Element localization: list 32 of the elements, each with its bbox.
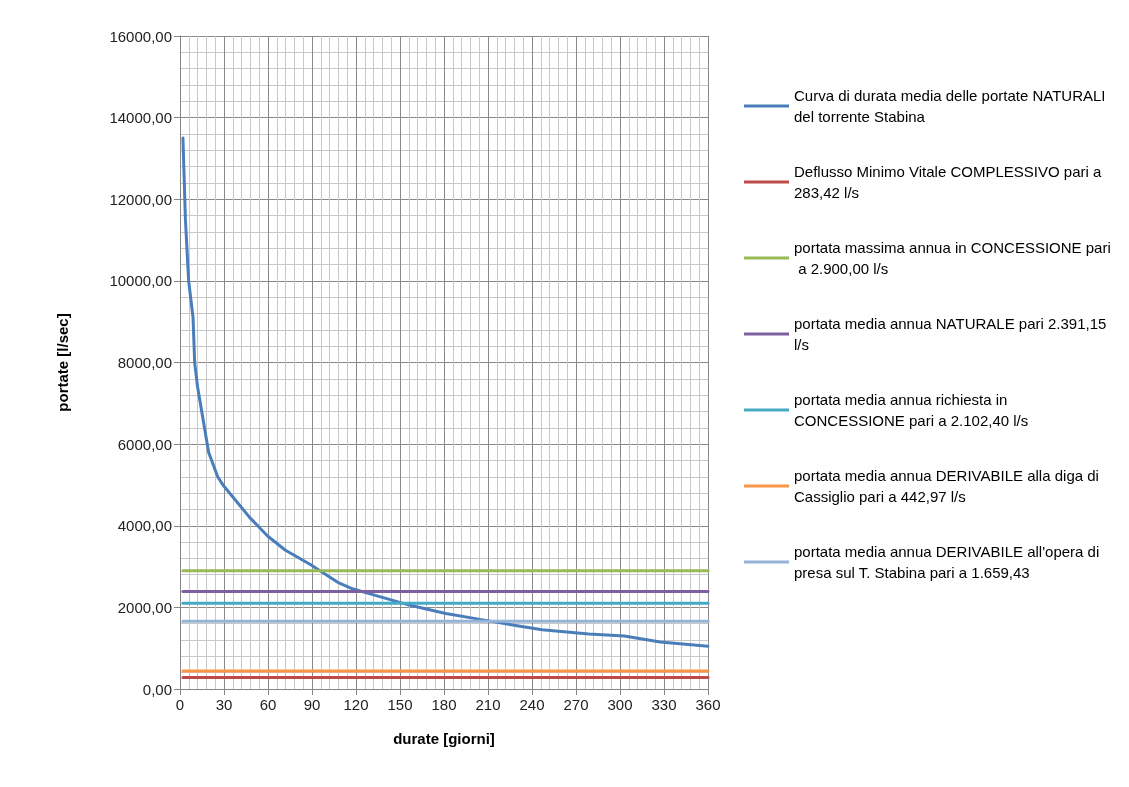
legend-label: portata massima annua in CONCESSIONE pari a 2.900,00 l/s [794,239,1111,277]
x-tick-label: 0 [175,696,185,713]
x-tick-label: 30 [215,696,233,713]
x-tick-label: 120 [343,696,369,713]
y-tick-label: 12000,00 [109,190,172,208]
x-tick-label: 210 [475,696,501,713]
x-axis-title: durate [giorni] [393,730,495,747]
legend-label: portata media annua DERIVABILE alla diga di Cassiglio pari a 442,97 l/s [794,467,1104,505]
x-tick-label: 270 [563,696,589,713]
legend-label: Curva di durata media delle portate NATURALI del torrente Stabina [794,87,1110,125]
x-tick-label: 150 [387,696,413,713]
legend-label: Deflusso Minimo Vitale COMPLESSIVO pari a 283,42 l/s [794,163,1106,201]
x-tick-label: 300 [607,696,633,713]
x-tick-label: 360 [695,696,721,713]
y-tick-label: 6000,00 [117,435,172,453]
legend-label: portata media annua DERIVABILE all'opera di presa sul T. Stabina pari a 1.659,43 [794,543,1104,581]
x-tick-label: 240 [519,696,545,713]
x-tick-label: 330 [651,696,677,713]
legend-label: portata media annua NATURALE pari 2.391,15 l/s [794,315,1111,353]
y-tick-label: 0,00 [142,680,172,698]
y-tick-label: 4000,00 [117,517,172,535]
y-tick-label: 10000,00 [109,272,172,290]
line-series [181,136,710,648]
x-tick-label: 60 [259,696,277,713]
y-tick-label: 8000,00 [117,354,172,371]
y-tick-label: 2000,00 [117,598,172,616]
y-tick-label: 14000,00 [109,109,172,127]
y-axis-title: portate [l/sec] [54,313,71,412]
x-tick-label: 180 [431,696,457,713]
x-tick-label: 90 [303,696,321,713]
legend-label: portata media annua richiesta in CONCESSIONE pari a 2.102,40 l/s [794,391,1029,429]
y-tick-label: 16000,00 [109,27,172,45]
